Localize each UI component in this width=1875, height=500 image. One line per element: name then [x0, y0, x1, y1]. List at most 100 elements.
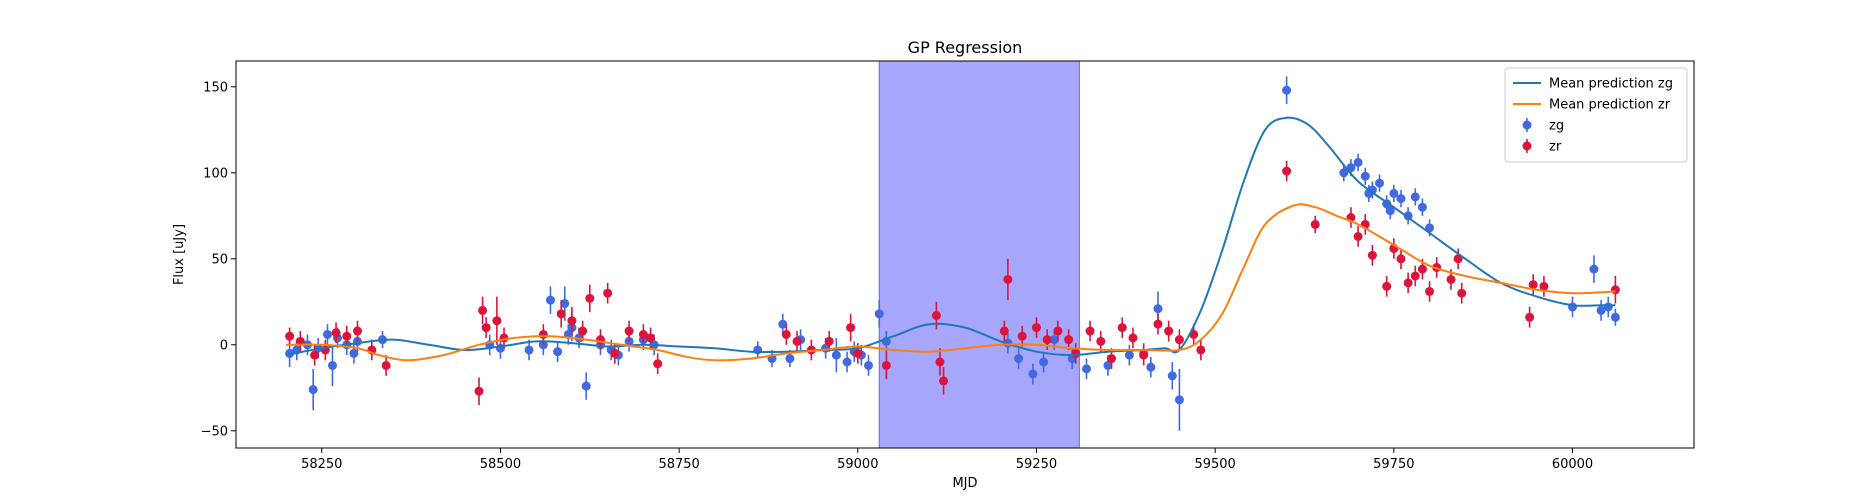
x-axis-ticks: 58250 58500 58750 59000 59250 59500 59750 60000 — [301, 448, 1593, 472]
legend-box — [1504, 67, 1688, 163]
data-point-zr — [538, 329, 548, 339]
data-point-zr — [881, 360, 891, 370]
y-tick-label: 100 — [203, 166, 228, 181]
x-tick-label: 60000 — [1552, 457, 1593, 472]
x-tick-label: 59000 — [837, 457, 878, 472]
y-axis-ticks: −50 0 50 100 150 — [201, 80, 236, 439]
x-axis-label: MJD — [952, 476, 977, 491]
data-point-zg — [327, 360, 337, 370]
data-point-zg — [1082, 364, 1091, 374]
data-point-zr — [556, 309, 566, 319]
data-point-zg — [1367, 185, 1377, 195]
legend-label: Mean prediction zr — [1549, 98, 1671, 113]
data-point-zr — [1174, 335, 1184, 345]
data-point-zr — [1539, 281, 1549, 291]
legend-label: zg — [1549, 119, 1564, 134]
legend: Mean prediction zg Mean prediction zr zg zr — [1504, 67, 1688, 163]
plot-frame — [235, 60, 1695, 449]
data-point-zr — [1382, 281, 1392, 291]
data-point-zg — [553, 347, 563, 357]
data-point-zr — [342, 331, 352, 341]
data-point-zr — [1353, 231, 1363, 241]
data-point-zg — [524, 345, 534, 355]
data-point-zr — [1425, 286, 1435, 296]
data-point-zg — [1389, 188, 1399, 198]
data-point-zr — [824, 336, 834, 346]
data-point-zr — [646, 333, 656, 343]
shaded-region-layer — [878, 60, 1080, 449]
data-point-zr — [481, 323, 491, 333]
data-point-zr — [638, 329, 648, 339]
data-point-zg — [1153, 304, 1163, 314]
data-point-zr — [853, 348, 863, 358]
data-point-zg — [1339, 168, 1349, 178]
data-point-zr — [1396, 254, 1406, 264]
data-point-zg — [864, 360, 874, 370]
data-point-zg — [349, 348, 359, 358]
data-point-zg — [1014, 354, 1024, 364]
data-point-zr — [1196, 345, 1206, 355]
data-point-zg — [1028, 369, 1038, 379]
data-point-zr — [792, 336, 802, 346]
data-point-zr — [1525, 312, 1535, 322]
data-point-zg — [1103, 360, 1113, 370]
data-point-zg — [1385, 206, 1395, 216]
data-point-zr — [1403, 278, 1413, 288]
data-point-zr — [653, 359, 663, 369]
chart-title: GP Regression — [908, 38, 1023, 57]
legend-entry: Mean prediction zg — [1513, 77, 1673, 92]
data-point-zr — [1417, 264, 1427, 274]
data-point-zg — [1603, 302, 1613, 312]
data-point-zg — [1410, 192, 1420, 202]
data-point-zg — [1425, 223, 1435, 233]
y-axis-label: Flux [uJy] — [172, 224, 187, 285]
data-point-zr — [1310, 219, 1320, 229]
data-point-zr — [1446, 274, 1456, 284]
data-point-zr — [935, 357, 945, 367]
data-point-zr — [1042, 335, 1052, 345]
data-point-zg — [842, 357, 852, 367]
x-tick-label: 59500 — [1194, 457, 1235, 472]
data-point-zr — [585, 293, 595, 303]
data-point-zg — [1146, 362, 1156, 372]
data-point-zr — [1017, 331, 1027, 341]
data-point-zg — [1174, 395, 1184, 405]
data-point-zr — [1153, 319, 1163, 329]
data-point-zr — [1528, 280, 1538, 290]
x-tick-label: 58500 — [480, 457, 521, 472]
data-point-zg — [778, 319, 788, 329]
data-point-zr — [1117, 323, 1127, 333]
data-point-zr — [1085, 326, 1095, 336]
data-point-zg — [1167, 371, 1177, 381]
data-point-zr — [1367, 250, 1377, 260]
data-point-zg — [874, 309, 884, 319]
data-point-zr — [939, 376, 949, 386]
data-point-zg — [560, 299, 570, 309]
data-point-zr — [999, 326, 1009, 336]
data-point-zr — [331, 328, 341, 338]
data-point-zg — [1049, 335, 1059, 345]
legend-label: Mean prediction zg — [1549, 77, 1673, 92]
data-point-zg — [1396, 194, 1406, 204]
y-tick-label: 150 — [203, 80, 228, 95]
y-tick-label: 50 — [211, 252, 228, 267]
data-point-zg — [753, 345, 763, 355]
data-point-zr — [1164, 326, 1174, 336]
legend-marker-swatch — [1522, 120, 1532, 130]
data-point-zr — [1282, 166, 1292, 176]
legend-label: zr — [1549, 140, 1562, 155]
line-Mean prediction zr — [285, 203, 1616, 362]
data-point-zr — [931, 311, 941, 321]
y-tick-label: −50 — [201, 424, 228, 439]
data-point-zg — [545, 295, 555, 305]
data-point-zg — [1124, 350, 1134, 360]
data-point-zr — [567, 316, 577, 326]
data-point-zr — [846, 323, 856, 333]
data-point-zg — [322, 329, 332, 339]
y-tick-label: 0 — [220, 338, 228, 353]
data-point-zg — [581, 381, 591, 391]
data-point-zg — [1596, 305, 1606, 315]
shaded-interval — [878, 60, 1080, 449]
data-point-zg — [1417, 202, 1427, 212]
x-tick-label: 58250 — [301, 457, 342, 472]
